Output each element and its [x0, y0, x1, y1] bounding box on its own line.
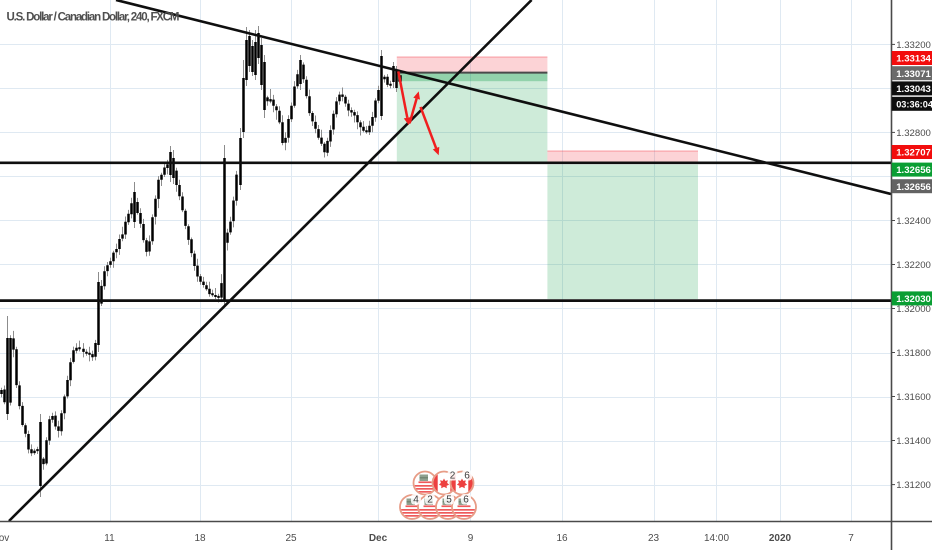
svg-text:ov: ov	[0, 533, 9, 544]
svg-text:1.32707: 1.32707	[896, 148, 931, 159]
svg-text:16: 16	[556, 533, 568, 544]
svg-text:1.32000: 1.32000	[896, 304, 931, 315]
svg-text:1.32800: 1.32800	[896, 128, 931, 139]
svg-text:6: 6	[463, 495, 469, 506]
svg-text:1.31200: 1.31200	[896, 480, 931, 491]
svg-text:1.33071: 1.33071	[896, 69, 931, 80]
svg-text:1.33043: 1.33043	[896, 84, 931, 95]
svg-text:1.32656: 1.32656	[896, 182, 931, 193]
svg-text:23: 23	[648, 533, 660, 544]
svg-text:11: 11	[104, 533, 115, 544]
svg-text:1.32656: 1.32656	[896, 165, 931, 176]
svg-text:1.31600: 1.31600	[896, 392, 931, 403]
svg-text:5: 5	[446, 495, 452, 506]
svg-text:25: 25	[285, 533, 297, 544]
svg-text:03:36:04: 03:36:04	[896, 99, 932, 109]
svg-text:6: 6	[464, 471, 470, 482]
svg-text:18: 18	[194, 533, 206, 544]
svg-text:1.31400: 1.31400	[896, 436, 931, 447]
svg-text:Dec: Dec	[369, 533, 388, 544]
svg-text:14:00: 14:00	[704, 533, 729, 544]
svg-text:2: 2	[450, 471, 456, 482]
svg-text:1.32400: 1.32400	[896, 216, 931, 227]
svg-text:1.32030: 1.32030	[896, 294, 931, 305]
svg-text:7: 7	[848, 533, 854, 544]
svg-text:1.33200: 1.33200	[896, 40, 931, 51]
svg-text:2: 2	[427, 495, 433, 506]
svg-text:2020: 2020	[769, 533, 792, 544]
svg-text:U.S. Dollar / Canadian Dollar,: U.S. Dollar / Canadian Dollar, 240, FXCM	[7, 12, 180, 24]
svg-text:1.33134: 1.33134	[896, 54, 931, 65]
svg-text:1.32200: 1.32200	[896, 260, 931, 271]
svg-text:1.31800: 1.31800	[896, 348, 931, 359]
svg-text:9: 9	[468, 533, 474, 544]
svg-text:4: 4	[413, 495, 419, 506]
